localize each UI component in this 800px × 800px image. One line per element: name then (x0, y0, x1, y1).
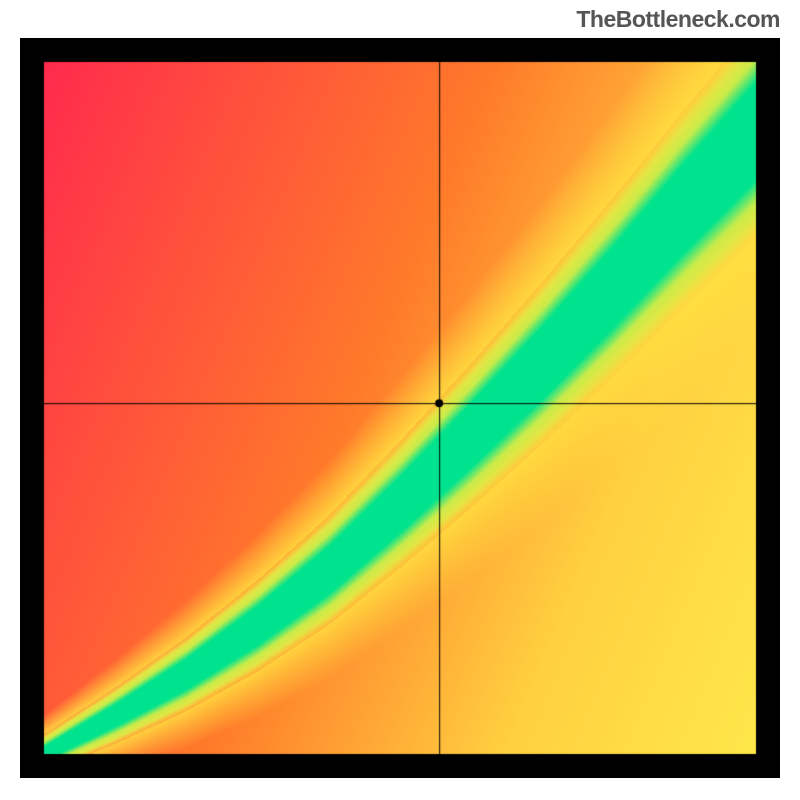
plot-frame (20, 38, 780, 778)
heatmap-canvas (20, 38, 780, 778)
chart-container: TheBottleneck.com (0, 0, 800, 800)
watermark-text: TheBottleneck.com (576, 6, 780, 33)
